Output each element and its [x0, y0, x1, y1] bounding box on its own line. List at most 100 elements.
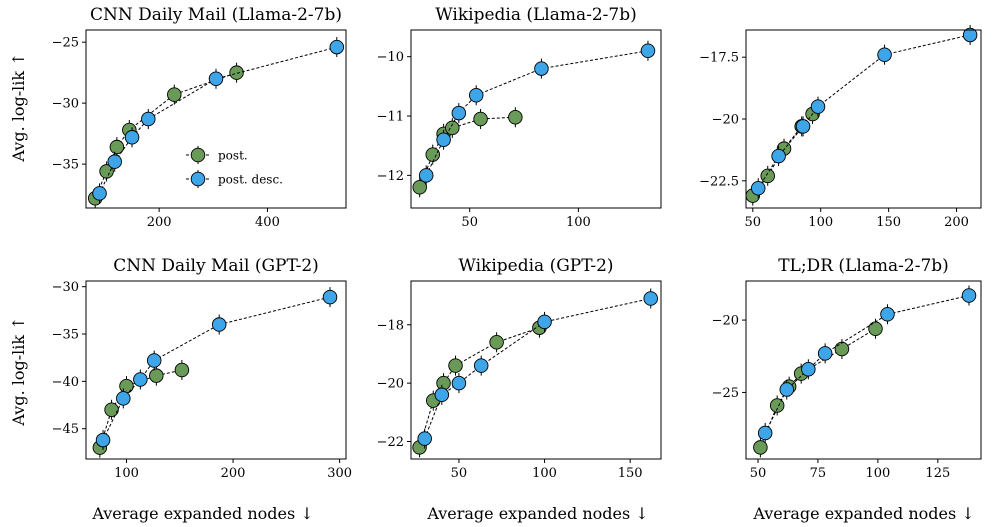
panel-6: TL;DR (Llama-2-7b) 50 75 100 125 −25 −20 — [712, 256, 982, 481]
x-axis-label-right: Average expanded nodes ↓ — [752, 504, 974, 523]
data-point — [434, 387, 450, 403]
data-point — [534, 61, 549, 76]
data-point — [95, 432, 111, 448]
series-line-post-desc — [424, 298, 651, 439]
data-point — [425, 147, 440, 162]
x-tick-label: 200 — [221, 466, 246, 481]
series-line-post — [94, 72, 237, 199]
data-point — [174, 362, 190, 378]
y-axis-label-bottom: Avg. log-lik ↑ — [9, 316, 28, 426]
data-point — [322, 289, 338, 305]
x-tick-label: 100 — [566, 215, 591, 230]
y-tick-label: −20 — [712, 113, 739, 128]
y-tick-label: −17.5 — [699, 51, 739, 66]
panel-title: TL;DR (Llama-2-7b) — [778, 256, 949, 276]
data-point — [640, 43, 656, 59]
y-tick-label: −18 — [377, 318, 404, 333]
data-point — [961, 288, 977, 303]
data-point — [757, 425, 773, 441]
data-point — [817, 346, 833, 361]
data-point — [451, 375, 467, 391]
chart-panels: CNN Daily Mail (Llama-2-7b) 200 400 −35 −30 −… — [52, 5, 982, 481]
x-tick-label: 50 — [451, 466, 468, 481]
plot-frame — [85, 280, 347, 460]
x-axis-label-left: Average expanded nodes ↓ — [91, 504, 313, 523]
data-point — [109, 139, 125, 155]
series-line-post-desc — [425, 50, 649, 176]
y-tick-label: −12 — [377, 169, 404, 184]
data-point — [116, 391, 131, 406]
x-tick-label: 50 — [745, 215, 762, 230]
x-tick-label: 150 — [618, 466, 643, 481]
data-point — [211, 317, 227, 332]
legend-label: post. — [218, 149, 248, 163]
y-tick-label: −22.5 — [699, 174, 739, 189]
x-tick-label: 200 — [147, 215, 172, 230]
legend-label: post. desc. — [218, 173, 283, 187]
legend-marker — [190, 171, 206, 187]
y-tick-label: −10 — [377, 50, 404, 65]
data-point — [418, 168, 434, 183]
data-point — [468, 88, 484, 103]
data-point — [877, 47, 892, 62]
panel-2: Wikipedia (Llama-2-7b) 50 100 −12 −11 −10 — [377, 5, 662, 230]
data-point — [760, 168, 775, 184]
data-point — [779, 382, 795, 397]
data-point — [451, 105, 467, 121]
data-point — [489, 335, 504, 350]
x-tick-label: 100 — [114, 466, 139, 481]
y-tick-label: −22 — [377, 435, 404, 450]
x-tick-label: 50 — [461, 215, 478, 230]
y-tick-label: −40 — [52, 375, 79, 390]
data-point — [329, 39, 345, 55]
data-point — [229, 65, 244, 80]
data-point — [801, 362, 816, 377]
x-tick-label: 100 — [532, 466, 557, 481]
series-line-post-desc — [99, 46, 337, 194]
panel-5: Wikipedia (GPT-2) 50 100 150 −22 −20 −18 — [377, 256, 662, 481]
data-point — [417, 431, 432, 446]
x-tick-label: 150 — [876, 215, 901, 230]
y-tick-label: −20 — [377, 377, 404, 392]
y-tick-label: −20 — [712, 314, 739, 329]
data-point — [962, 27, 978, 43]
data-point — [508, 109, 523, 125]
x-tick-label: 100 — [865, 466, 890, 481]
series-line-post-desc — [764, 295, 970, 434]
data-point — [412, 179, 427, 195]
data-point — [771, 148, 786, 164]
data-point — [133, 372, 148, 387]
data-point — [868, 321, 883, 337]
data-point — [769, 398, 785, 413]
y-tick-label: −30 — [52, 280, 79, 295]
series-line-post — [419, 327, 540, 448]
data-point — [146, 353, 162, 368]
y-tick-label: −11 — [377, 110, 404, 125]
legend: post. post. desc. — [186, 146, 283, 188]
y-tick-label: −45 — [52, 422, 79, 437]
y-tick-label: −30 — [52, 97, 79, 112]
data-point — [208, 71, 224, 87]
x-axis-label-middle: Average expanded nodes ↓ — [426, 504, 648, 523]
panel-title: CNN Daily Mail (GPT-2) — [113, 256, 319, 276]
x-tick-label: 50 — [750, 466, 767, 481]
data-point — [750, 180, 766, 196]
series-line-post — [759, 328, 876, 448]
data-point — [92, 186, 107, 201]
legend-marker — [190, 147, 206, 163]
data-point — [104, 402, 119, 418]
plot-frame — [410, 29, 662, 209]
data-point — [810, 99, 826, 114]
data-point — [537, 314, 552, 330]
panel-4: CNN Daily Mail (GPT-2) 100 200 300 −45 −40 −35… — [52, 256, 352, 481]
data-point — [795, 119, 811, 134]
data-point — [124, 130, 140, 145]
data-point — [643, 291, 658, 306]
plot-frame — [410, 280, 662, 460]
plot-frame — [745, 29, 982, 209]
x-tick-label: 200 — [944, 215, 969, 230]
data-point — [473, 111, 488, 127]
y-tick-label: −35 — [52, 158, 79, 173]
data-point — [880, 307, 895, 322]
data-point — [149, 368, 164, 383]
